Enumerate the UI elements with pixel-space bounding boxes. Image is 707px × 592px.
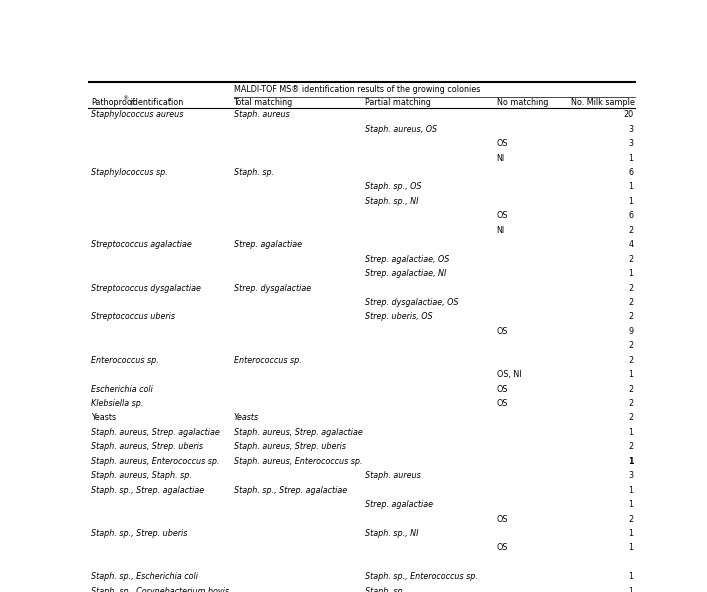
Text: OS: OS (496, 514, 508, 523)
Text: 1: 1 (629, 485, 633, 495)
Text: MALDI-TOF MS® identification results of the growing colonies: MALDI-TOF MS® identification results of … (233, 85, 480, 94)
Text: 9: 9 (629, 327, 633, 336)
Text: Strep. agalactiae, OS: Strep. agalactiae, OS (365, 255, 450, 263)
Text: No. Milk sample: No. Milk sample (571, 98, 634, 108)
Text: 1: 1 (628, 457, 633, 466)
Text: 2: 2 (629, 399, 633, 408)
Text: Yeasts: Yeasts (233, 413, 259, 423)
Text: Pathoproof: Pathoproof (91, 98, 135, 108)
Text: Enterococcus sp.: Enterococcus sp. (91, 356, 159, 365)
Text: 1: 1 (629, 269, 633, 278)
Text: Staph. sp., Corynebacterium bovis: Staph. sp., Corynebacterium bovis (91, 587, 229, 592)
Text: Strep. agalactiae: Strep. agalactiae (233, 240, 302, 249)
Text: OS: OS (496, 543, 508, 552)
Text: 2: 2 (629, 226, 633, 235)
Text: 2: 2 (629, 313, 633, 321)
Text: ®: ® (122, 97, 129, 102)
Text: 2: 2 (629, 255, 633, 263)
Text: OS: OS (496, 385, 508, 394)
Text: 1: 1 (629, 197, 633, 206)
Text: 3: 3 (629, 125, 633, 134)
Text: 1: 1 (629, 543, 633, 552)
Text: OS: OS (496, 211, 508, 220)
Text: 6: 6 (629, 168, 633, 177)
Text: OS: OS (496, 139, 508, 148)
Text: Staphylococcus aureus: Staphylococcus aureus (91, 110, 184, 120)
Text: Strep. dysgalactiae, OS: Strep. dysgalactiae, OS (365, 298, 459, 307)
Text: 2: 2 (629, 284, 633, 292)
Text: Streptococcus dysgalactiae: Streptococcus dysgalactiae (91, 284, 201, 292)
Text: 3: 3 (629, 471, 633, 480)
Text: Staph. aureus, OS: Staph. aureus, OS (365, 125, 437, 134)
Text: 1: 1 (629, 428, 633, 437)
Text: 6: 6 (629, 211, 633, 220)
Text: Klebsiella sp.: Klebsiella sp. (91, 399, 144, 408)
Text: 2: 2 (629, 514, 633, 523)
Text: Staph. aureus, Strep. uberis: Staph. aureus, Strep. uberis (233, 442, 346, 451)
Text: Staph. aureus, Staph. sp.: Staph. aureus, Staph. sp. (91, 471, 192, 480)
Text: Staph. aureus, Strep. agalactiae: Staph. aureus, Strep. agalactiae (91, 428, 220, 437)
Text: Staph. aureus, Enterococcus sp.: Staph. aureus, Enterococcus sp. (91, 457, 220, 466)
Text: Staph. sp., OS: Staph. sp., OS (365, 182, 421, 191)
Text: OS: OS (496, 399, 508, 408)
Text: 1: 1 (629, 370, 633, 379)
Text: Strep. uberis, OS: Strep. uberis, OS (365, 313, 433, 321)
Text: Yeasts: Yeasts (91, 413, 116, 423)
Text: Partial matching: Partial matching (365, 98, 431, 108)
Text: Staph. sp., NI: Staph. sp., NI (365, 529, 419, 538)
Text: 1: 1 (629, 500, 633, 509)
Text: a: a (168, 97, 171, 102)
Text: Staph. aureus: Staph. aureus (233, 110, 289, 120)
Text: Staph. sp., Escherichia coli: Staph. sp., Escherichia coli (91, 572, 198, 581)
Text: Streptococcus agalactiae: Streptococcus agalactiae (91, 240, 192, 249)
Text: Staph. sp., Enterococcus sp.: Staph. sp., Enterococcus sp. (365, 572, 478, 581)
Text: NI: NI (496, 153, 505, 163)
Text: NI: NI (496, 226, 505, 235)
Text: 1: 1 (629, 153, 633, 163)
Text: 2: 2 (629, 385, 633, 394)
Text: Staph. sp., Strep. agalactiae: Staph. sp., Strep. agalactiae (233, 485, 346, 495)
Text: Staph. sp., NI: Staph. sp., NI (365, 197, 419, 206)
Text: 4: 4 (629, 240, 633, 249)
Text: Escherichia coli: Escherichia coli (91, 385, 153, 394)
Text: identification: identification (129, 98, 184, 108)
Text: Staph. aureus, Strep. uberis: Staph. aureus, Strep. uberis (91, 442, 203, 451)
Text: OS: OS (496, 327, 508, 336)
Text: 1: 1 (629, 182, 633, 191)
Text: No matching: No matching (496, 98, 548, 108)
Text: Staph. aureus, Strep. agalactiae: Staph. aureus, Strep. agalactiae (233, 428, 362, 437)
Text: Staph. aureus, Enterococcus sp.: Staph. aureus, Enterococcus sp. (233, 457, 362, 466)
Text: Staphylococcus sp.: Staphylococcus sp. (91, 168, 168, 177)
Text: Streptococcus uberis: Streptococcus uberis (91, 313, 175, 321)
Text: 20: 20 (624, 110, 633, 120)
Text: Total matching: Total matching (233, 98, 293, 108)
Text: Staph. sp.: Staph. sp. (233, 168, 274, 177)
Text: Strep. agalactiae, NI: Strep. agalactiae, NI (365, 269, 446, 278)
Text: OS, NI: OS, NI (496, 370, 521, 379)
Text: 1: 1 (629, 529, 633, 538)
Text: Strep. dysgalactiae: Strep. dysgalactiae (233, 284, 310, 292)
Text: 2: 2 (629, 442, 633, 451)
Text: Staph. aureus: Staph. aureus (365, 471, 421, 480)
Text: Staph. sp., Strep. uberis: Staph. sp., Strep. uberis (91, 529, 187, 538)
Text: 2: 2 (629, 298, 633, 307)
Text: 2: 2 (629, 413, 633, 423)
Text: Staph. sp.: Staph. sp. (365, 587, 405, 592)
Text: 2: 2 (629, 356, 633, 365)
Text: Strep. agalactiae: Strep. agalactiae (365, 500, 433, 509)
Text: Staph. sp., Strep. agalactiae: Staph. sp., Strep. agalactiae (91, 485, 204, 495)
Text: 3: 3 (629, 139, 633, 148)
Text: 1: 1 (629, 572, 633, 581)
Text: 1: 1 (629, 587, 633, 592)
Text: 2: 2 (629, 342, 633, 350)
Text: Enterococcus sp.: Enterococcus sp. (233, 356, 301, 365)
